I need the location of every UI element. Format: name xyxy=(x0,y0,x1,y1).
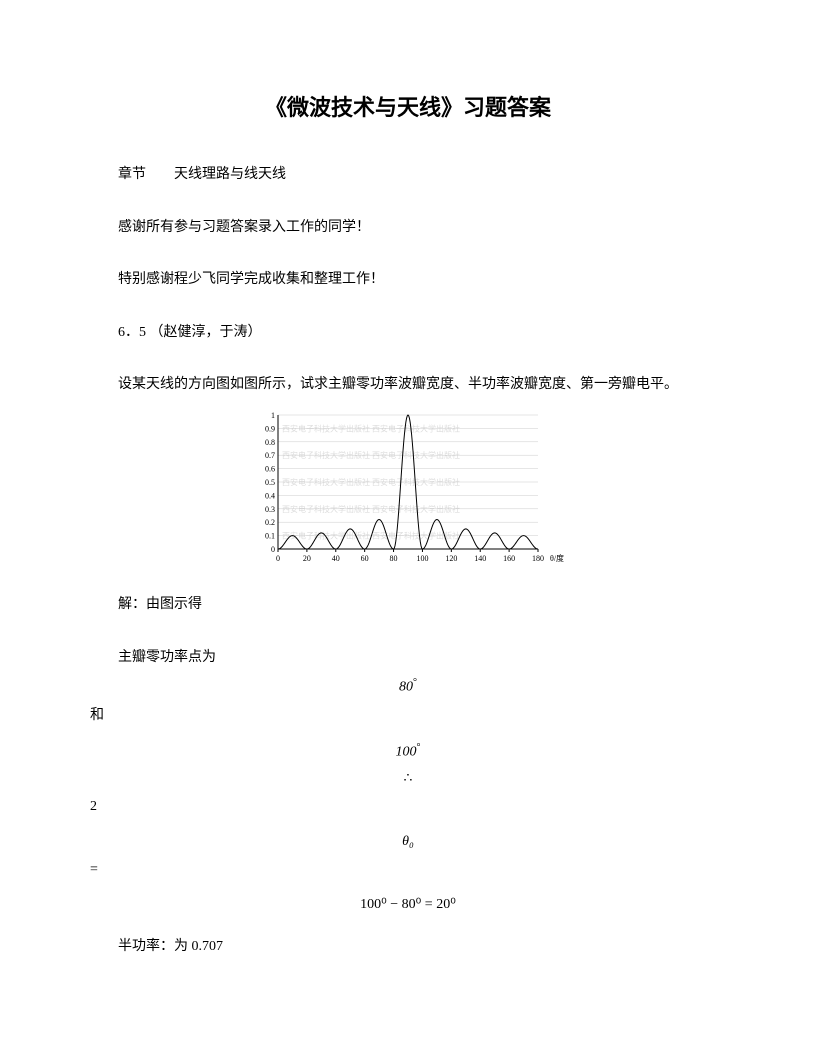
svg-text:140: 140 xyxy=(474,554,486,563)
svg-text:160: 160 xyxy=(503,554,515,563)
solution-intro: 解：由图示得 xyxy=(90,592,726,619)
svg-text:60: 60 xyxy=(361,554,369,563)
value-100: 100 xyxy=(396,744,417,759)
svg-text:1: 1 xyxy=(271,411,275,420)
document-title: 《微波技术与天线》习题答案 xyxy=(90,90,726,122)
svg-text:0.6: 0.6 xyxy=(265,465,275,474)
degree-icon: ° xyxy=(417,742,421,753)
svg-text:0: 0 xyxy=(276,554,280,563)
math-result: 100⁰ − 80⁰ = 20⁰ xyxy=(90,894,726,916)
svg-text:0.1: 0.1 xyxy=(265,532,275,541)
and-label: 和 xyxy=(90,703,726,730)
pattern-chart: 西安电子科技大学出版社 西安电子科技大学出版社西安电子科技大学出版社 西安电子科… xyxy=(248,407,568,572)
two-label: 2 xyxy=(90,794,726,821)
therefore-symbol: ∴ xyxy=(90,768,726,790)
problem-number: 6．5 （赵健淳，于涛） xyxy=(90,320,726,347)
svg-text:θ/度: θ/度 xyxy=(550,553,564,563)
math-80-deg: 80° xyxy=(90,675,726,699)
svg-text:120: 120 xyxy=(445,554,457,563)
math-100-deg: 100° xyxy=(90,740,726,764)
acknowledgement-2: 特别感谢程少飞同学完成收集和整理工作！ xyxy=(90,267,726,294)
svg-text:180: 180 xyxy=(532,554,544,563)
svg-text:0.2: 0.2 xyxy=(265,518,275,527)
svg-text:0.4: 0.4 xyxy=(265,491,275,500)
null-point-label: 主瓣零功率点为 xyxy=(90,645,726,672)
acknowledgement-1: 感谢所有参与习题答案录入工作的同学！ xyxy=(90,215,726,242)
equals-label: = xyxy=(90,857,726,884)
degree-icon: ° xyxy=(413,677,417,688)
svg-text:0: 0 xyxy=(271,545,275,554)
svg-text:40: 40 xyxy=(332,554,340,563)
half-power-label: 半功率：为 0.707 xyxy=(90,934,726,961)
page: 《微波技术与天线》习题答案 章节 天线理路与线天线 感谢所有参与习题答案录入工作… xyxy=(0,0,816,1027)
chart-svg: 西安电子科技大学出版社 西安电子科技大学出版社西安电子科技大学出版社 西安电子科… xyxy=(248,407,568,567)
svg-text:0.3: 0.3 xyxy=(265,505,275,514)
svg-text:80: 80 xyxy=(390,554,398,563)
svg-text:0.8: 0.8 xyxy=(265,438,275,447)
svg-text:0.9: 0.9 xyxy=(265,424,275,433)
value-80: 80 xyxy=(399,680,413,695)
section-heading: 章节 天线理路与线天线 xyxy=(90,162,726,189)
svg-text:0.7: 0.7 xyxy=(265,451,275,460)
svg-text:100: 100 xyxy=(416,554,428,563)
problem-statement: 设某天线的方向图如图所示，试求主瓣零功率波瓣宽度、半功率波瓣宽度、第一旁瓣电平。 xyxy=(90,372,726,399)
svg-text:20: 20 xyxy=(303,554,311,563)
svg-text:0.5: 0.5 xyxy=(265,478,275,487)
theta-symbol: θ₀ xyxy=(90,831,726,853)
